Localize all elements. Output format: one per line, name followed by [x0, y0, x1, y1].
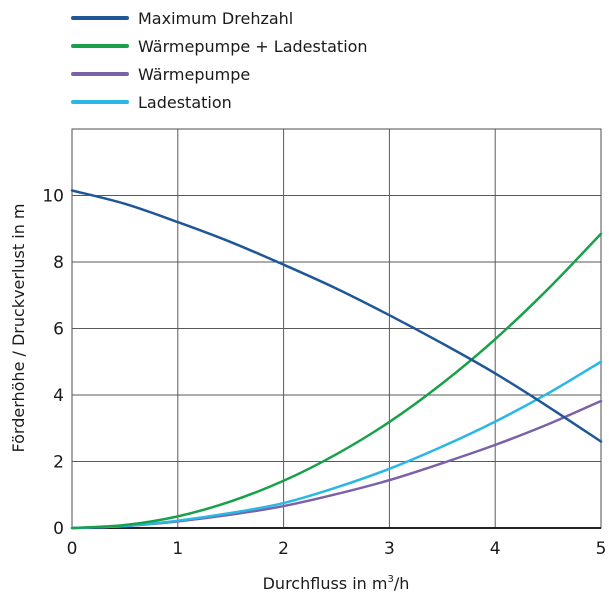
y-tick-label: 4 — [53, 386, 64, 406]
x-tick-label: 4 — [490, 539, 501, 559]
y-axis-label: Förderhöhe / Druckverlust in m — [9, 203, 28, 452]
series-line-waermepumpe — [70, 399, 603, 530]
series-lines — [70, 189, 603, 530]
legend: Maximum Drehzahl Wärmepumpe + Ladestation… — [71, 9, 368, 112]
legend-label-waermepumpe-ladestation: Wärmepumpe + Ladestation — [138, 37, 368, 56]
x-tick-label: 3 — [384, 539, 395, 559]
legend-label-waermepumpe: Wärmepumpe — [138, 65, 250, 84]
y-tick-label: 6 — [53, 320, 64, 340]
legend-label-maximum-drehzahl: Maximum Drehzahl — [138, 9, 293, 28]
legend-label-ladestation: Ladestation — [138, 93, 232, 112]
series-line-ladestation — [70, 360, 603, 530]
tick-labels: 0 1 2 3 4 5 0 2 4 6 8 10 — [42, 187, 606, 560]
x-tick-label: 5 — [596, 539, 607, 559]
y-tick-label: 2 — [53, 453, 64, 473]
x-tick-label: 1 — [172, 539, 183, 559]
x-axis-label-superscript: 3 — [387, 574, 393, 585]
x-axis-label-tail: /h — [394, 574, 410, 593]
y-tick-label: 10 — [42, 187, 64, 207]
grid — [71, 128, 602, 529]
x-axis-label-main: Durchfluss in m — [263, 574, 388, 593]
y-tick-label: 8 — [53, 253, 64, 273]
x-axis-label: Durchfluss in m3/h — [263, 574, 410, 593]
series-line-waermepumpe-ladestation — [70, 232, 603, 530]
y-tick-label: 0 — [53, 519, 64, 539]
x-tick-label: 2 — [278, 539, 289, 559]
series-line-maximum-drehzahl — [70, 189, 603, 443]
x-tick-label: 0 — [67, 539, 78, 559]
